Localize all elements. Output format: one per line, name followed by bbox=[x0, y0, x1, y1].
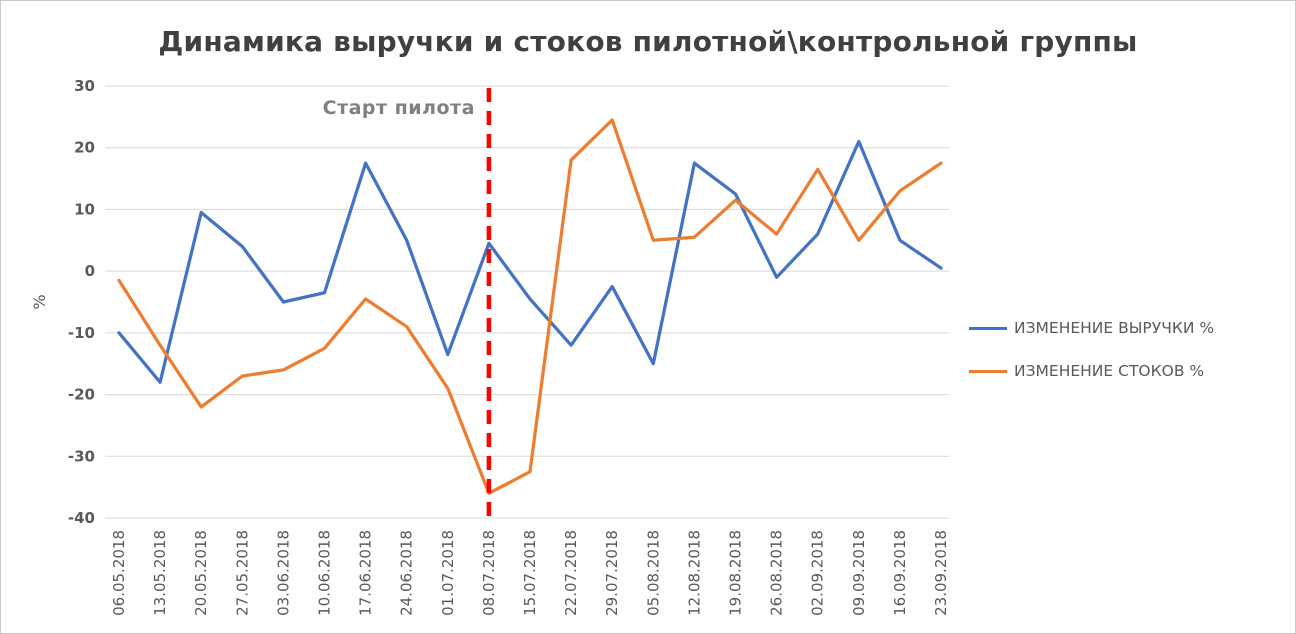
legend-line-stocks-icon bbox=[969, 369, 1007, 373]
x-tick-label: 19.08.2018 bbox=[727, 530, 745, 616]
y-axis-label: % bbox=[30, 294, 49, 309]
y-tick-label: 20 bbox=[74, 139, 95, 157]
x-tick-label: 22.07.2018 bbox=[562, 530, 580, 616]
pilot-start-label: Старт пилота bbox=[323, 97, 475, 119]
y-tick-label: 10 bbox=[74, 200, 95, 218]
y-tick-label: 30 bbox=[74, 77, 95, 95]
x-tick-label: 12.08.2018 bbox=[685, 530, 703, 616]
legend-item-stocks: ИЗМЕНЕНИЕ СТОКОВ % bbox=[969, 362, 1214, 380]
y-tick-label: -40 bbox=[68, 509, 95, 527]
legend-line-revenue-icon bbox=[969, 326, 1007, 330]
x-tick-label: 27.05.2018 bbox=[233, 530, 251, 616]
x-tick-label: 10.06.2018 bbox=[316, 530, 334, 616]
x-tick-label: 13.05.2018 bbox=[151, 530, 169, 616]
legend-label-stocks: ИЗМЕНЕНИЕ СТОКОВ % bbox=[1014, 362, 1205, 380]
x-tick-label: 29.07.2018 bbox=[603, 530, 621, 616]
x-tick-label: 26.08.2018 bbox=[768, 530, 786, 616]
chart-title: Динамика выручки и стоков пилотной\контр… bbox=[158, 25, 1138, 58]
x-tick-label: 06.05.2018 bbox=[110, 530, 128, 616]
x-tick-label: 08.07.2018 bbox=[480, 530, 498, 616]
x-tick-label: 05.08.2018 bbox=[644, 530, 662, 616]
x-tick-label: 09.09.2018 bbox=[850, 530, 868, 616]
y-tick-label: -30 bbox=[68, 447, 95, 465]
x-tick-label: 16.09.2018 bbox=[891, 530, 909, 616]
legend-item-revenue: ИЗМЕНЕНИЕ ВЫРУЧКИ % bbox=[969, 319, 1214, 337]
x-tick-label: 02.09.2018 bbox=[809, 530, 827, 616]
series-line-1 bbox=[117, 118, 943, 495]
legend-label-revenue: ИЗМЕНЕНИЕ ВЫРУЧКИ % bbox=[1014, 319, 1215, 337]
x-tick-label: 24.06.2018 bbox=[398, 530, 416, 616]
y-tick-label: -10 bbox=[68, 324, 95, 342]
y-tick-label: -20 bbox=[68, 386, 95, 404]
x-tick-label: 15.07.2018 bbox=[521, 530, 539, 616]
x-tick-label: 20.05.2018 bbox=[192, 530, 210, 616]
x-tick-label: 03.06.2018 bbox=[274, 530, 292, 616]
x-tick-label: 17.06.2018 bbox=[357, 530, 375, 616]
series-line-0 bbox=[117, 139, 943, 384]
x-tick-label: 23.09.2018 bbox=[932, 530, 950, 616]
legend: ИЗМЕНЕНИЕ ВЫРУЧКИ % ИЗМЕНЕНИЕ СТОКОВ % bbox=[969, 319, 1214, 380]
y-tick-label: 0 bbox=[85, 262, 95, 280]
x-tick-label: 01.07.2018 bbox=[439, 530, 457, 616]
